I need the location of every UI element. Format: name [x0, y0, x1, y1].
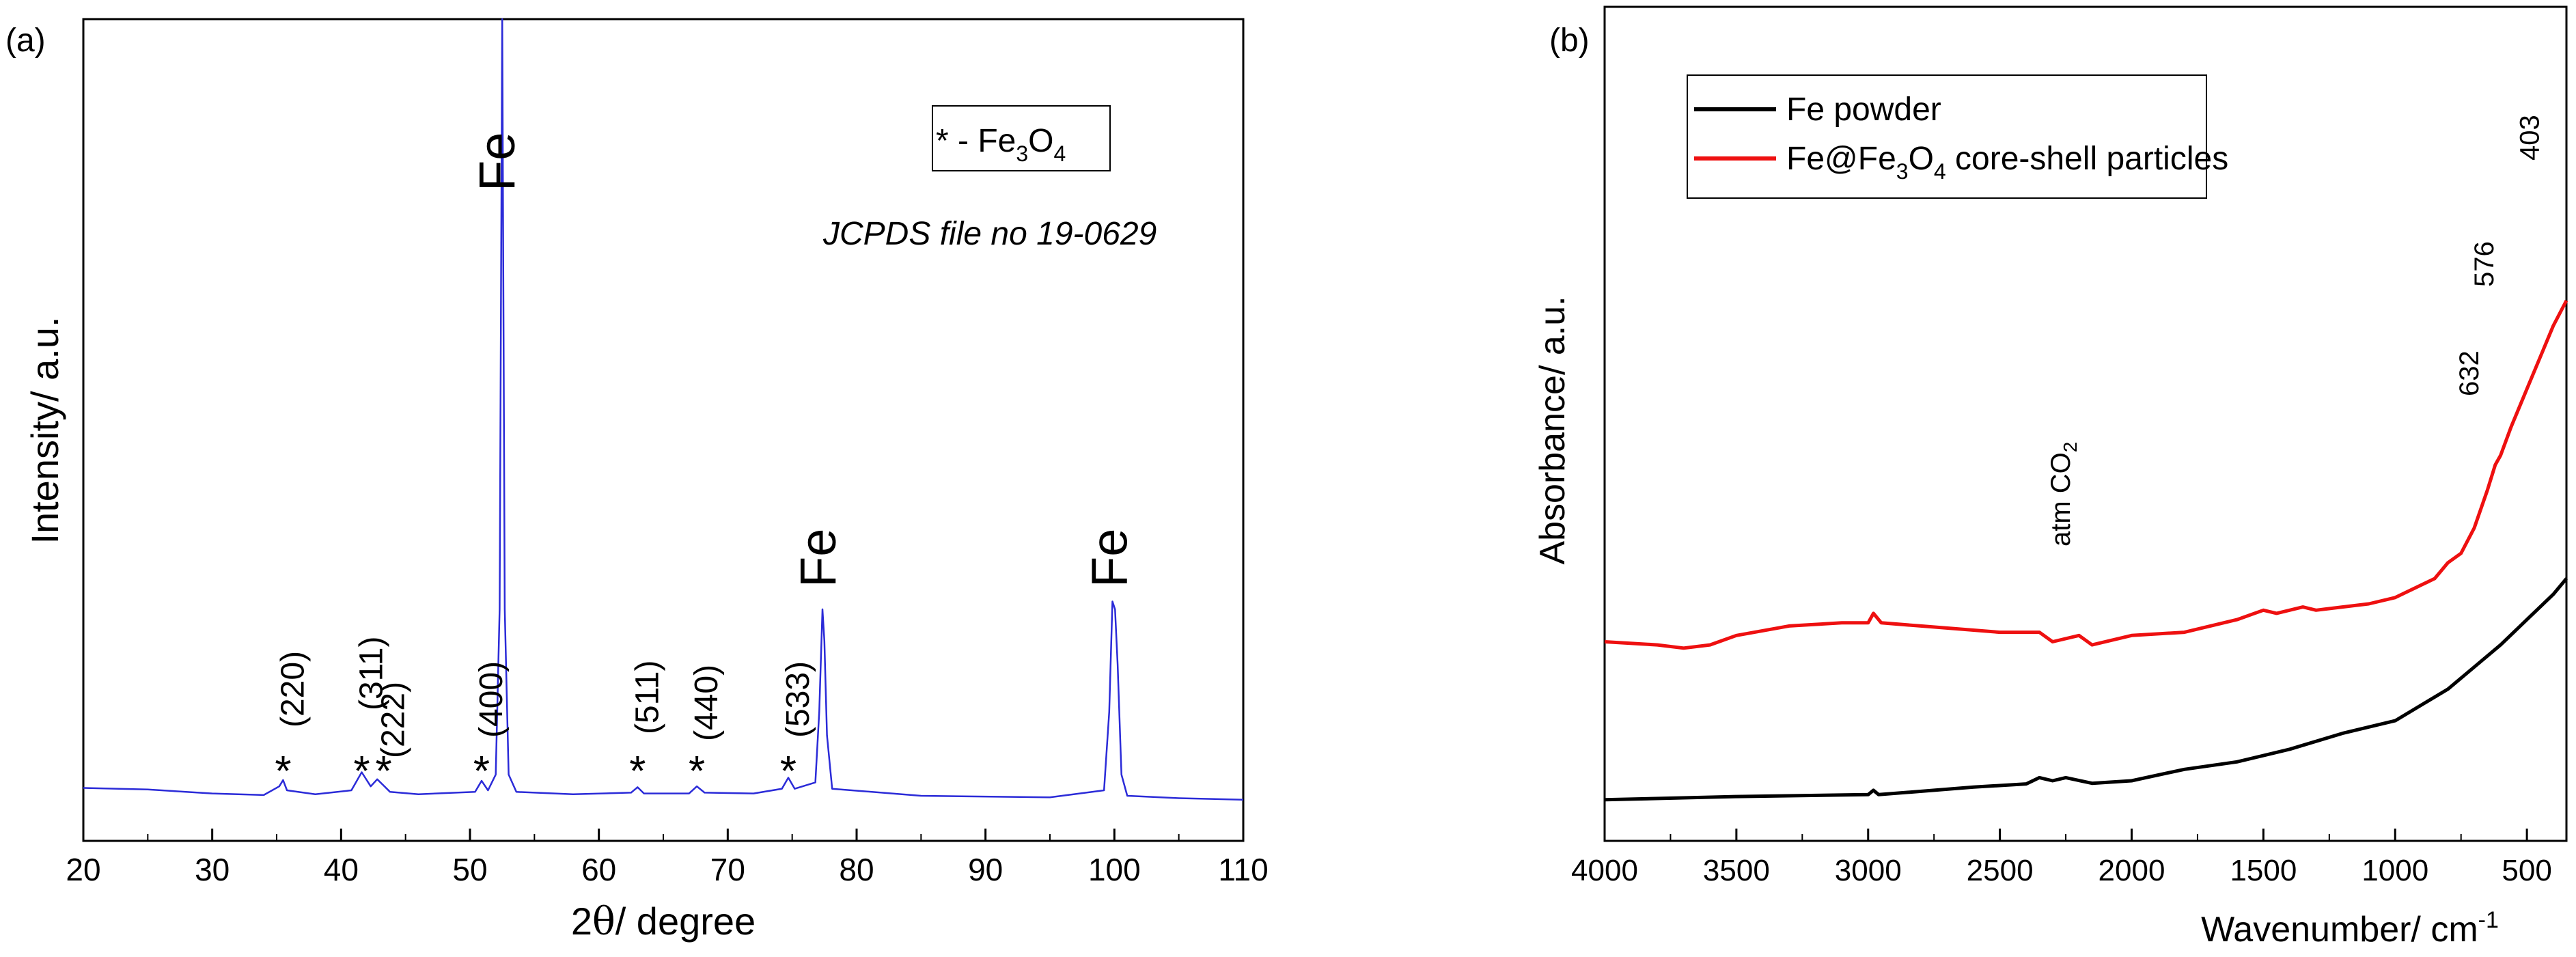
legend-part-fefe: Fe@Fe: [1786, 141, 1896, 177]
ftir-peak-label: 632: [2454, 350, 2484, 396]
miller-index-label: (511): [629, 661, 665, 735]
panel-b-plot-frame: [1603, 5, 2568, 842]
panel-b: (b) 4000 3500 3000 2500 2000 1500 1000 500 atm …: [1533, 5, 2568, 949]
panel-a-label: (a): [5, 23, 46, 59]
panel-a-reference-text: JCPDS file no 19-0629: [822, 216, 1157, 252]
panel-b-series: [1604, 299, 2568, 802]
legend-part-o: O: [1909, 141, 1934, 177]
xrd-series-line: [83, 18, 1244, 801]
panel-a-y-axis-label: Intensity/ a.u.: [23, 316, 66, 544]
panel-a-x-tick-label: 20: [66, 852, 100, 887]
panel-a-x-tick-label: 70: [710, 852, 745, 887]
fe-peak-label: Fe: [1081, 529, 1137, 587]
ftir-series-line: [1604, 299, 2568, 650]
miller-index-label: (533): [780, 661, 816, 738]
panel-b-x-tick-label: 1500: [2230, 854, 2297, 887]
panel-b-annotations: atm CO2 632 576 403: [2046, 115, 2545, 546]
miller-index-label: (222): [376, 682, 412, 758]
legend-star-symbol: * -: [936, 123, 978, 159]
legend-label-fe-powder: Fe powder: [1786, 92, 1941, 128]
co2-prefix: atm CO: [2046, 452, 2076, 546]
x-label-suffix: / degree: [615, 900, 756, 943]
panel-b-y-axis-label: Absorbance/ a.u.: [1533, 296, 1573, 564]
panel-b-x-tick-label: 500: [2502, 854, 2551, 887]
panel-b-x-tick-label: 4000: [1571, 854, 1638, 887]
miller-index-label: (311): [354, 637, 390, 711]
panel-a-x-tick-label: 90: [968, 852, 1003, 887]
ftir-peak-label: 576: [2469, 241, 2499, 287]
panel-a-x-axis: 20 30 40 50 60 70 80 90 100 110: [66, 829, 1269, 887]
panel-a-series: [83, 18, 1244, 801]
panel-a-x-tick-label: 30: [195, 852, 230, 887]
fe3o4-star-marker: *: [353, 748, 370, 795]
co2-annotation: atm CO2: [2046, 442, 2081, 546]
fe3o4-star-marker: *: [473, 748, 490, 795]
panel-a-x-tick-label: 60: [581, 852, 616, 887]
panel-a-x-tick-label: 110: [1218, 852, 1268, 887]
panel-b-x-tick-label: 2500: [1967, 854, 2034, 887]
panel-a-x-tick-label: 100: [1088, 852, 1141, 887]
fe3o4-star-marker: *: [689, 748, 705, 795]
panel-b-x-axis: 4000 3500 3000 2500 2000 1500 1000 500: [1571, 829, 2552, 887]
panel-a-legend-box: [932, 105, 1111, 171]
legend-sub-3: 3: [1016, 141, 1028, 166]
fe3o4-star-marker: *: [275, 748, 291, 795]
panel-b-x-tick-label: 3000: [1835, 854, 1902, 887]
legend-part-rest: core-shell particles: [1946, 141, 2228, 177]
miller-index-label: (400): [473, 661, 510, 738]
miller-index-label: (440): [689, 665, 725, 741]
panel-a-x-axis-label: 2θ/ degree: [571, 900, 756, 944]
co2-sub: 2: [2060, 442, 2081, 453]
fe3o4-star-marker: *: [780, 748, 797, 795]
panel-a-x-tick-label: 40: [324, 852, 359, 887]
fe3o4-star-marker: *: [629, 748, 646, 795]
panel-b-x-tick-label: 3500: [1703, 854, 1770, 887]
panel-b-label: (b): [1549, 23, 1590, 59]
fe-peak-label: Fe: [790, 529, 846, 587]
legend-part-sub3: 3: [1896, 159, 1909, 184]
panel-a-x-tick-label: 80: [839, 852, 874, 887]
fe-peak-label: Fe: [469, 133, 525, 191]
fe3o4-star-marker: *: [376, 748, 392, 795]
x-label-prefix: 2: [571, 900, 592, 943]
ftir-peak-label: 403: [2515, 115, 2545, 161]
legend-part-sub4: 4: [1934, 159, 1946, 184]
miller-index-label: (220): [275, 651, 311, 727]
x-label-theta: θ: [592, 900, 615, 944]
panel-a-x-tick-label: 50: [452, 852, 487, 887]
x-label-sup: -1: [2478, 907, 2499, 933]
legend-fe: Fe: [978, 123, 1016, 159]
ftir-series-line: [1604, 577, 2568, 802]
x-label-main: Wavenumber/ cm: [2201, 910, 2478, 949]
panel-a-legend-text: * - Fe3O4: [936, 123, 1066, 166]
legend-o: O: [1028, 123, 1053, 159]
panel-b-x-tick-label: 2000: [2099, 854, 2165, 887]
panel-b-legend-box: [1687, 74, 2207, 199]
legend-label-core-shell: Fe@Fe3O4 core-shell particles: [1786, 141, 2228, 184]
legend-sub-4: 4: [1054, 141, 1066, 166]
panel-b-x-axis-label: Wavenumber/ cm-1: [2201, 907, 2499, 949]
panel-b-x-tick-label: 1000: [2362, 854, 2428, 887]
